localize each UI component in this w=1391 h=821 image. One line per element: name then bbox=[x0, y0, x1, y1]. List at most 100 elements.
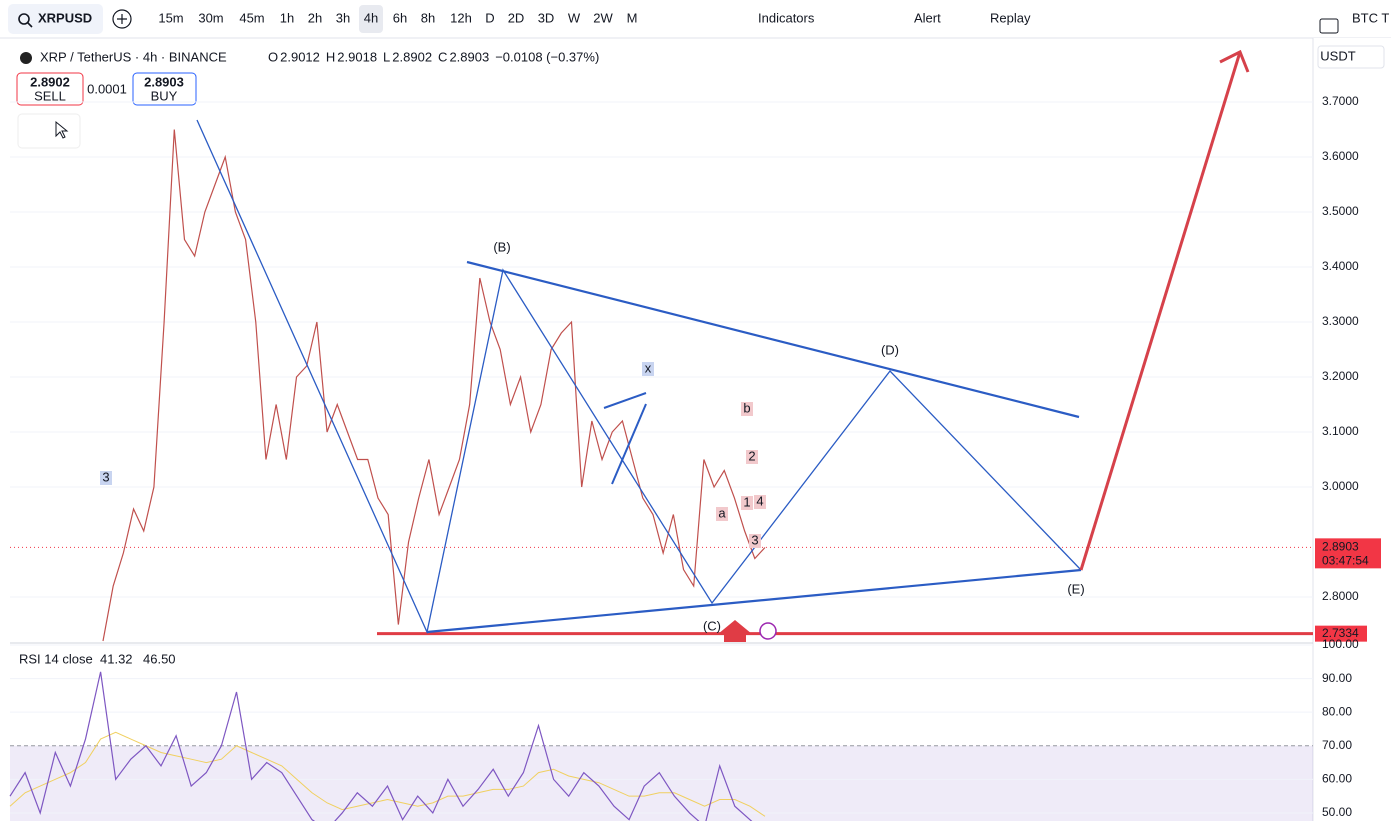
price-tick-label: 3.7000 bbox=[1322, 94, 1359, 108]
rsi-band bbox=[10, 745, 1313, 821]
price-tick-label: 3.2000 bbox=[1322, 369, 1359, 383]
cursor-tool[interactable] bbox=[17, 113, 81, 149]
projection-arrow bbox=[1079, 51, 1242, 571]
interval-button[interactable]: 3h bbox=[336, 10, 350, 25]
buy-price: 2.8903 bbox=[144, 74, 184, 89]
triangle-upper bbox=[466, 260, 1080, 419]
interval-button[interactable]: 2h bbox=[308, 10, 322, 25]
exchange-icon bbox=[20, 52, 32, 64]
rsi-tick-label: 100.00 bbox=[1322, 637, 1359, 651]
interval-button[interactable]: 8h bbox=[421, 10, 435, 25]
sub-wave-label: a bbox=[718, 505, 726, 520]
price-axis bbox=[1313, 38, 1391, 821]
interval-button[interactable]: W bbox=[568, 10, 581, 25]
ohlc-c: 2.8903 bbox=[449, 49, 489, 64]
ohlc-l: 2.8902 bbox=[392, 49, 432, 64]
last-price-label: 2.8903 bbox=[1322, 540, 1359, 554]
wave-label: (C) bbox=[703, 618, 721, 633]
sub-wave-label: 3 bbox=[751, 532, 758, 547]
price-tick-label: 3.3000 bbox=[1322, 314, 1359, 328]
level-label: 2.7334 bbox=[1322, 626, 1359, 640]
interval-button[interactable]: 1h bbox=[280, 10, 294, 25]
last-price-tag bbox=[1315, 538, 1381, 569]
sub-wave-label: 3 bbox=[102, 469, 109, 484]
interval-button[interactable]: 4h bbox=[364, 10, 378, 25]
interval-button[interactable]: D bbox=[485, 10, 494, 25]
rsi-ma-value: 46.50 bbox=[143, 651, 176, 666]
toolbar bbox=[0, 0, 1391, 38]
sell-label: SELL bbox=[34, 88, 66, 103]
alert-icon[interactable] bbox=[759, 622, 777, 640]
sub-wave-box bbox=[741, 496, 753, 510]
rsi-tick-label: 90.00 bbox=[1322, 671, 1352, 685]
sub-wave-label: 2 bbox=[748, 448, 755, 463]
ohlc-l-label: L bbox=[383, 49, 390, 64]
ohlc-h-label: H bbox=[326, 49, 335, 64]
interval-button[interactable]: 30m bbox=[198, 10, 223, 25]
sub-wave-box bbox=[741, 402, 753, 416]
ohlc-change: −0.0108 (−0.37%) bbox=[495, 49, 599, 64]
ohlc-o: 2.9012 bbox=[280, 49, 320, 64]
level-tag bbox=[1315, 625, 1367, 642]
interval-button[interactable]: 15m bbox=[158, 10, 183, 25]
up-arrow bbox=[718, 620, 752, 642]
rsi-value: 41.32 bbox=[100, 651, 133, 666]
sub-wave-label: x bbox=[645, 360, 652, 375]
sub-wave-box bbox=[642, 362, 654, 376]
arrow-head bbox=[1219, 49, 1250, 73]
rsi-tick-label: 50.00 bbox=[1322, 805, 1352, 819]
rsi-line bbox=[9, 671, 753, 821]
price-tick-label: 3.6000 bbox=[1322, 149, 1359, 163]
wave-label: (E) bbox=[1067, 581, 1084, 596]
ohlc-h: 2.9018 bbox=[337, 49, 377, 64]
sub-wave-label: b bbox=[743, 400, 750, 415]
sub-wave-box bbox=[749, 534, 761, 548]
active-interval-bg bbox=[359, 5, 383, 33]
interval-button[interactable]: 2D bbox=[508, 10, 525, 25]
interval-button[interactable]: 2W bbox=[593, 10, 613, 25]
price-tick-label: 3.5000 bbox=[1322, 204, 1359, 218]
interval-button[interactable]: 6h bbox=[393, 10, 407, 25]
wave-label: (B) bbox=[493, 239, 510, 254]
price-tick-label: 3.1000 bbox=[1322, 424, 1359, 438]
alert-button[interactable]: Alert bbox=[914, 10, 941, 25]
interval-button[interactable]: M bbox=[627, 10, 638, 25]
ohlc-o-label: O bbox=[268, 49, 278, 64]
sub-wave-box bbox=[746, 450, 758, 464]
x-line2 bbox=[611, 403, 647, 485]
price-tick-label: 2.8000 bbox=[1322, 589, 1359, 603]
sub-wave-box bbox=[716, 507, 728, 521]
sell-price: 2.8902 bbox=[30, 74, 70, 89]
sell-button[interactable] bbox=[16, 72, 84, 106]
buy-button[interactable] bbox=[132, 72, 197, 106]
replay-button[interactable]: Replay bbox=[990, 10, 1031, 25]
add-symbol[interactable] bbox=[112, 9, 132, 29]
sub-wave-label: 4 bbox=[756, 493, 763, 508]
spread: 0.0001 bbox=[87, 81, 127, 96]
price-tick-label: 3.4000 bbox=[1322, 259, 1359, 273]
sub-wave-box bbox=[754, 495, 766, 509]
currency-select[interactable] bbox=[1317, 45, 1385, 69]
price-line bbox=[102, 129, 766, 642]
sub-wave-box bbox=[100, 471, 112, 485]
symbol[interactable]: XRPUSD bbox=[38, 10, 92, 25]
countdown: 03:47:54 bbox=[1322, 554, 1369, 568]
buy-label: BUY bbox=[151, 88, 178, 103]
x-line bbox=[603, 392, 647, 409]
interval-button[interactable]: 12h bbox=[450, 10, 472, 25]
sub-wave-label: 1 bbox=[743, 494, 750, 509]
interval-button[interactable]: 45m bbox=[239, 10, 264, 25]
wave-label: (D) bbox=[881, 342, 899, 357]
currency: USDT bbox=[1320, 48, 1355, 63]
ohlc-c-label: C bbox=[438, 49, 447, 64]
triangle-lower bbox=[426, 568, 1082, 634]
symbol-title: XRP / TetherUS · 4h · BINANCE bbox=[40, 49, 227, 64]
wave-path bbox=[196, 119, 1082, 635]
interval-button[interactable]: 3D bbox=[538, 10, 555, 25]
rsi-title: RSI 14 close bbox=[19, 651, 93, 666]
symbol-tab[interactable]: BTC T bbox=[1352, 10, 1389, 25]
price-tick-label: 3.0000 bbox=[1322, 479, 1359, 493]
indicators-button[interactable]: Indicators bbox=[758, 10, 815, 25]
rsi-tick-label: 70.00 bbox=[1322, 738, 1352, 752]
